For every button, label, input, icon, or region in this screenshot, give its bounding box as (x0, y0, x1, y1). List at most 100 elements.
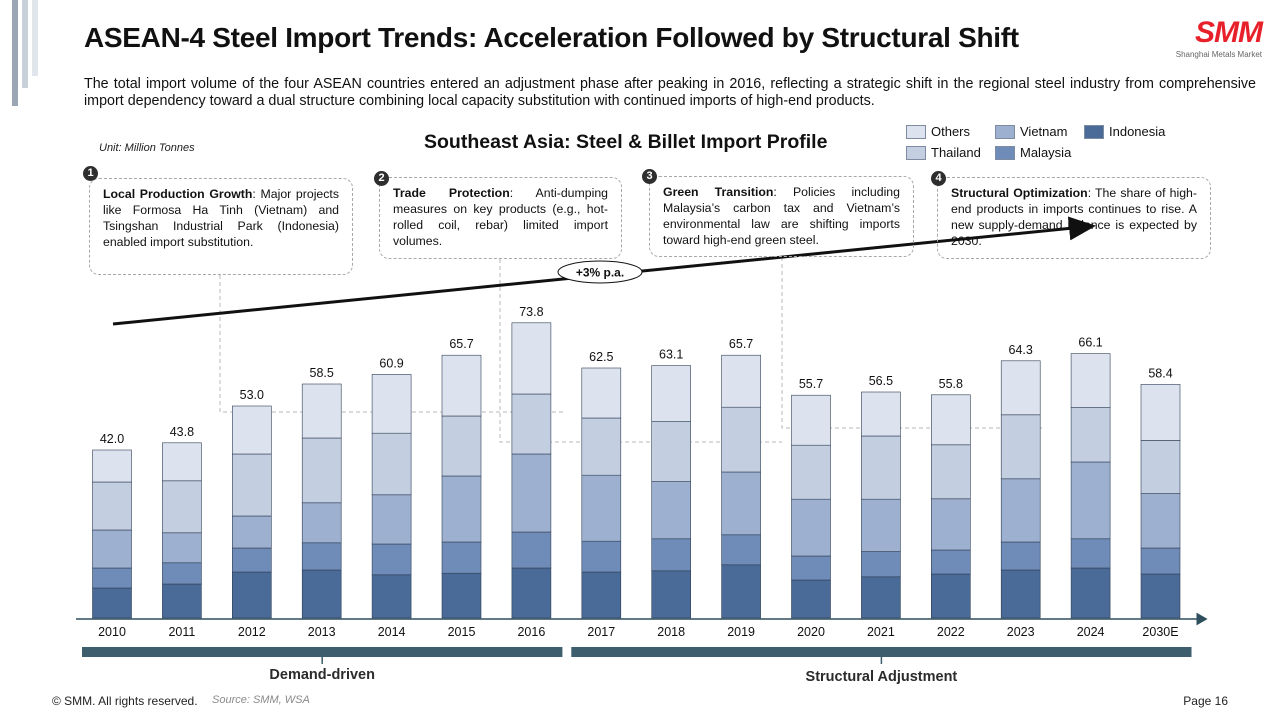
callout-text: : Anti-dumping measures on key products … (393, 186, 609, 248)
bar-segment-malaysia-2017 (581, 540, 622, 573)
bar-segment-indonesia-2019 (721, 564, 761, 619)
callout-number-badge: 2 (374, 171, 389, 186)
bar-segment-thailand-2020 (791, 444, 831, 500)
bar-segment-thailand-2012 (232, 453, 272, 517)
callout-number-badge: 3 (642, 169, 657, 184)
legend-label-indonesia: Indonesia (1109, 124, 1166, 139)
bar-segment-vietnam-2023 (1000, 478, 1041, 543)
bar-segment-thailand-2017 (581, 417, 622, 476)
legend-item-vietnam: Vietnam (995, 124, 1067, 139)
trend-line: +3% p.a. (112, 216, 1096, 326)
smm-logo: SMM Shanghai Metals Market (1175, 16, 1263, 60)
bar-segment-malaysia-2015 (441, 541, 482, 574)
phase-bar-demand-driven (82, 647, 563, 657)
bar-segment-thailand-2019 (721, 406, 761, 473)
bar-segment-vietnam-2020 (791, 498, 831, 557)
bar-total-label: 53.0 (240, 388, 264, 402)
bar-segment-indonesia-2021 (861, 576, 901, 619)
bar-segment-thailand-2014 (371, 432, 412, 496)
bar-segment-malaysia-2010 (92, 567, 132, 589)
phase-label-demand-driven: Demand-driven (269, 667, 375, 683)
callout-number-badge: 1 (83, 166, 98, 181)
bar-segment-others-2012 (232, 405, 272, 455)
bar-segment-malaysia-2012 (232, 547, 272, 573)
bar-segment-thailand-2015 (441, 415, 482, 477)
bar-segment-malaysia-2030e (1140, 547, 1181, 575)
phase-label-structural-adjustment: Structural Adjustment (806, 669, 958, 685)
logo-wordmark: SMM (1195, 16, 1263, 49)
legend-label-vietnam: Vietnam (1020, 124, 1068, 139)
bar-segment-vietnam-2021 (861, 498, 901, 552)
x-tick-label: 2016 (517, 625, 545, 639)
callout-heading: Green Transition (663, 185, 774, 199)
bar-segment-others-2018 (651, 365, 692, 422)
x-tick-label: 2022 (937, 625, 965, 639)
x-tick-label: 2012 (238, 625, 266, 639)
bar-segment-others-2013 (301, 383, 342, 439)
x-tick-label: 2021 (867, 625, 895, 639)
bar-segment-vietnam-2013 (301, 502, 342, 544)
bar-segment-malaysia-2018 (651, 538, 692, 572)
bar-total-label: 42.0 (100, 432, 124, 446)
dashed-guide-lines (219, 257, 1042, 443)
bar-segment-malaysia-2022 (930, 549, 971, 575)
callout-trade-protection: Trade Protection: Anti-dumping measures … (379, 177, 622, 259)
bar-total-label: 64.3 (1009, 343, 1033, 357)
bar-segment-vietnam-2019 (721, 471, 761, 536)
callout-heading: Local Production Growth (103, 187, 253, 201)
page-number: Page 16 (1183, 694, 1228, 708)
bar-segment-indonesia-2015 (441, 572, 482, 619)
callout-text: : The share of high-end products in impo… (951, 186, 1197, 248)
bar-total-label: 65.7 (449, 337, 473, 351)
x-tick-label: 2015 (448, 625, 476, 639)
bar-segment-thailand-2021 (861, 435, 901, 500)
bar-segment-indonesia-2020 (791, 579, 831, 619)
x-tick-label: 2013 (308, 625, 336, 639)
legend-label-thailand: Thailand (931, 145, 981, 160)
unit-label: Unit: Million Tonnes (99, 142, 195, 154)
bar-segment-others-2011 (162, 442, 202, 482)
bar-segment-others-2024 (1070, 353, 1111, 408)
phase-bar-structural-adjustment (571, 647, 1192, 657)
slide-subtitle: The total import volume of the four ASEA… (84, 76, 1256, 109)
bar-segment-indonesia-2030e (1140, 573, 1181, 619)
bar-segment-others-2030e (1140, 384, 1181, 441)
bar-segment-thailand-2013 (301, 437, 342, 504)
bar-segment-vietnam-2024 (1070, 461, 1111, 540)
footer-copyright: © SMM. All rights reserved. (52, 694, 198, 708)
callout-structural-optimization: Structural Optimization: The share of hi… (937, 177, 1211, 259)
x-tick-label: 2017 (587, 625, 615, 639)
legend-swatch-malaysia (995, 145, 1015, 160)
bar-segment-indonesia-2023 (1000, 569, 1041, 619)
x-tick-label: 2011 (168, 625, 195, 639)
bar-segment-indonesia-2024 (1070, 567, 1111, 619)
bar-segment-thailand-2030e (1140, 440, 1181, 494)
bar-segment-indonesia-2011 (162, 583, 202, 619)
bar-segment-others-2023 (1000, 360, 1041, 416)
callout-heading: Structural Optimization (951, 186, 1088, 200)
bar-segment-malaysia-2016 (511, 531, 552, 569)
legend-swatch-thailand (906, 145, 926, 160)
bar-segment-indonesia-2018 (651, 570, 692, 619)
trend-annotation-label: +3% p.a. (576, 266, 624, 280)
x-axis: 2010 2011 2012 2013 2014 2015 2016 2017 2018 2019… (76, 612, 1208, 639)
legend-item-thailand: Thailand (906, 145, 981, 160)
footer-source: Source: SMM, WSA (212, 694, 310, 706)
logo-subtext: Shanghai Metals Market (1175, 50, 1262, 59)
bar-segment-vietnam-2015 (441, 475, 482, 543)
bar-segment-indonesia-2013 (301, 569, 342, 619)
bar-total-label: 63.1 (659, 348, 683, 362)
callout-text: : Policies including Malaysia’s carbon t… (663, 185, 900, 247)
trend-annotation-pill (557, 260, 643, 284)
bar-segment-malaysia-2024 (1070, 538, 1111, 569)
bar-total-label: 55.7 (799, 377, 823, 391)
callout-text: : Major projects like Formosa Ha Tinh (V… (103, 187, 339, 249)
bar-segment-vietnam-2012 (232, 515, 272, 549)
bar-segment-thailand-2024 (1070, 407, 1111, 463)
bar-segment-vietnam-2014 (371, 494, 412, 545)
bar-segment-malaysia-2013 (301, 542, 342, 571)
bar-total-label: 56.5 (869, 374, 893, 388)
bar-segment-malaysia-2014 (371, 543, 412, 576)
bar-segment-indonesia-2012 (232, 571, 272, 619)
bar-segment-thailand-2010 (92, 481, 132, 531)
